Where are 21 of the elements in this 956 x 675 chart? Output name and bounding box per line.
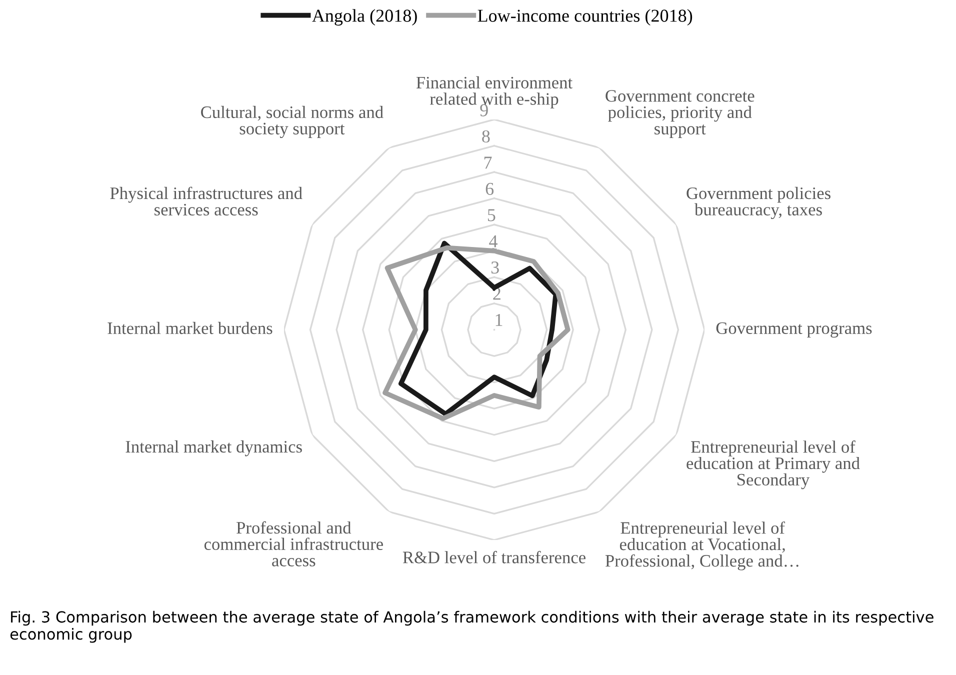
y-tick-label: 3: [491, 262, 499, 274]
y-tick-label: 5: [488, 209, 496, 222]
y-tick-label: 7: [484, 156, 492, 169]
spoke-label: Internal market burdens: [108, 322, 272, 334]
spoke-label: Government policies bureaucracy, taxes: [686, 186, 830, 220]
caption: Fig. 3 Comparison between the average state of Angola’s framework conditions with their average state in its respective economic group: [10, 610, 934, 643]
spoke-label: Government programs: [716, 322, 872, 338]
spoke-label: Cultural, social norms and society support: [201, 106, 384, 138]
y-tick-label: 8: [482, 130, 490, 143]
spoke-label: Physical infrastructures and services access: [110, 186, 302, 216]
legend-label: Low-income countries (2018): [478, 9, 692, 26]
legend-label: Angola (2018): [312, 9, 417, 26]
spoke-label: Entrepreneurial level of education at Vocational, Professional, College and…: [605, 521, 798, 570]
y-tick-label: 4: [489, 235, 498, 248]
spoke-label: R&D level of transference: [402, 550, 586, 564]
spoke-label: Professional and commercial infrastructure access: [204, 521, 383, 566]
spoke-label: Government concrete policies, priority and support: [606, 90, 754, 138]
y-tick-label: 1: [496, 314, 502, 326]
y-tick-label: 6: [486, 182, 494, 195]
spoke-label: Internal market dynamics: [126, 440, 302, 456]
spoke-label: Entrepreneurial level of education at Primary and Secondary: [686, 440, 860, 490]
